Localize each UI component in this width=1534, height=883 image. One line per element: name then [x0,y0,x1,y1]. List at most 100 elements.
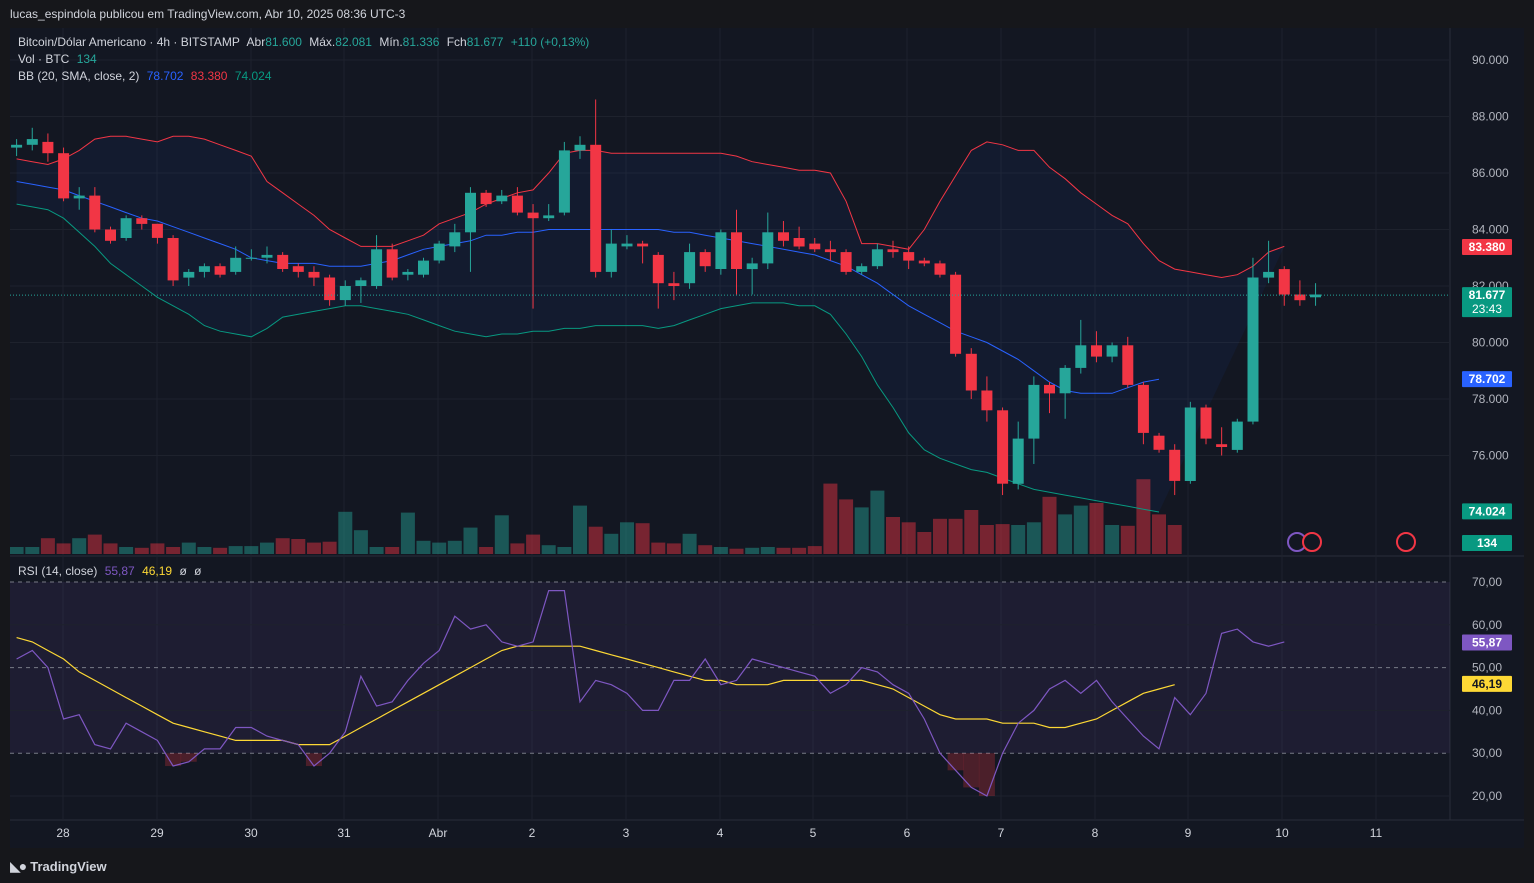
time-tick-label: 8 [1092,826,1099,840]
chart-svg[interactable]: 90.00088.00086.00084.00082.00080.00078.0… [9,28,1524,848]
candle [824,240,836,261]
volume-bar [291,539,306,554]
legend-bb-upper: 83.380 [190,69,228,83]
volume-bar [839,499,854,554]
candle [151,223,163,244]
volume-bar [307,542,321,554]
volume-price-label-text: 134 [1477,536,1497,550]
legend-rsi-value: 55,87 [104,564,135,578]
candle [1137,382,1149,445]
candle-body [418,260,429,275]
candle [245,249,257,261]
candle [511,187,523,216]
candle [183,269,195,286]
chart-area[interactable]: 90.000 88.000 86.000 84.000 82.000 80.000 78.0… [9,28,1524,848]
candle [1294,280,1306,306]
volume-bar [400,512,415,554]
publish-info: lucas_espindola publicou em TradingView.… [10,7,406,21]
volume-bar [416,540,431,554]
volume-bar [1089,503,1104,554]
volume-bar [479,547,494,554]
candle-body [950,274,962,354]
legend-low-label: Mín. [379,35,403,49]
candle [1122,336,1134,388]
time-tick-label: 28 [56,826,70,840]
candle [308,266,320,286]
legend-bb-row: BB (20, SMA, close, 2) 78.702 83.380 74.… [18,69,276,83]
candle-body [496,195,508,202]
price-tick-label: 84.000 [1472,223,1509,237]
volume-bar [870,490,885,554]
candle [26,127,38,151]
volume-bar [510,543,525,554]
candle [965,348,977,399]
candle-body [105,229,116,241]
volume-bar [369,547,384,554]
volume-bar [213,547,228,554]
candle [684,243,696,289]
time-tick-label: 5 [810,826,817,840]
candle-body [731,232,742,269]
volume-bar [385,547,400,554]
bb-basis-price-label-text: 78.702 [1469,372,1506,386]
candle-body [214,266,226,275]
candle-body [58,153,70,199]
volume-bar [823,483,838,554]
rsi-oversold-fill [947,753,964,771]
candle [527,204,539,309]
volume-bar [40,538,55,554]
tradingview-logo[interactable]: ◣● TradingView [10,858,107,875]
candle [167,235,179,286]
volume-bar [1120,525,1135,554]
volume-bar [854,507,869,554]
candle [105,226,116,244]
candle-body [1028,384,1040,439]
volume-bar [698,545,713,554]
bb-basis-price-label: 78.702 [1462,371,1512,388]
volume-bar [713,547,728,554]
bb-upper-line [16,135,1285,279]
candle [1263,240,1275,284]
candle [746,257,758,295]
candle-body [824,249,836,253]
volume-bar [948,518,963,554]
candle-body [715,232,727,269]
candle-body [621,243,633,247]
volume-bar [557,547,572,554]
price-tick-label: 88.000 [1472,110,1509,124]
bb-fill [16,136,1285,513]
candle [997,407,1009,496]
candle-body [308,271,320,278]
candle [371,235,383,289]
price-tick-label: 86.000 [1472,166,1509,180]
volume-bar [1136,479,1151,554]
candle-body [261,254,273,258]
candle-body [511,195,523,213]
rsi-ma-value-label: 46,19 [1462,675,1512,692]
volume-bar [1058,514,1073,554]
candle-body [965,353,977,391]
candle [558,141,570,216]
rsi-oversold-fill [978,753,995,796]
bb-upper-price-label-bg [1462,239,1512,256]
candle-body [934,263,946,275]
rsi-oversold-fill [305,753,322,767]
candle-body [1122,345,1134,385]
volume-bar [651,542,666,554]
volume-bar [1042,496,1057,554]
candle [543,204,555,222]
candle-body [605,243,617,272]
bb-lower-price-label: 74.024 [1462,503,1512,520]
candle [950,271,962,357]
bb-upper-price-label-text: 83.380 [1469,240,1506,254]
candle-body [809,243,821,250]
candle-body [26,139,38,145]
rsi-value-label-bg [1462,634,1512,651]
volume-bar [760,547,775,554]
candle-body [1184,407,1196,481]
candle-body [292,266,304,272]
rsi-ma-value-label-bg [1462,675,1512,692]
candle-body [1216,444,1228,447]
candle [1153,432,1165,453]
candle-body [1137,384,1149,433]
